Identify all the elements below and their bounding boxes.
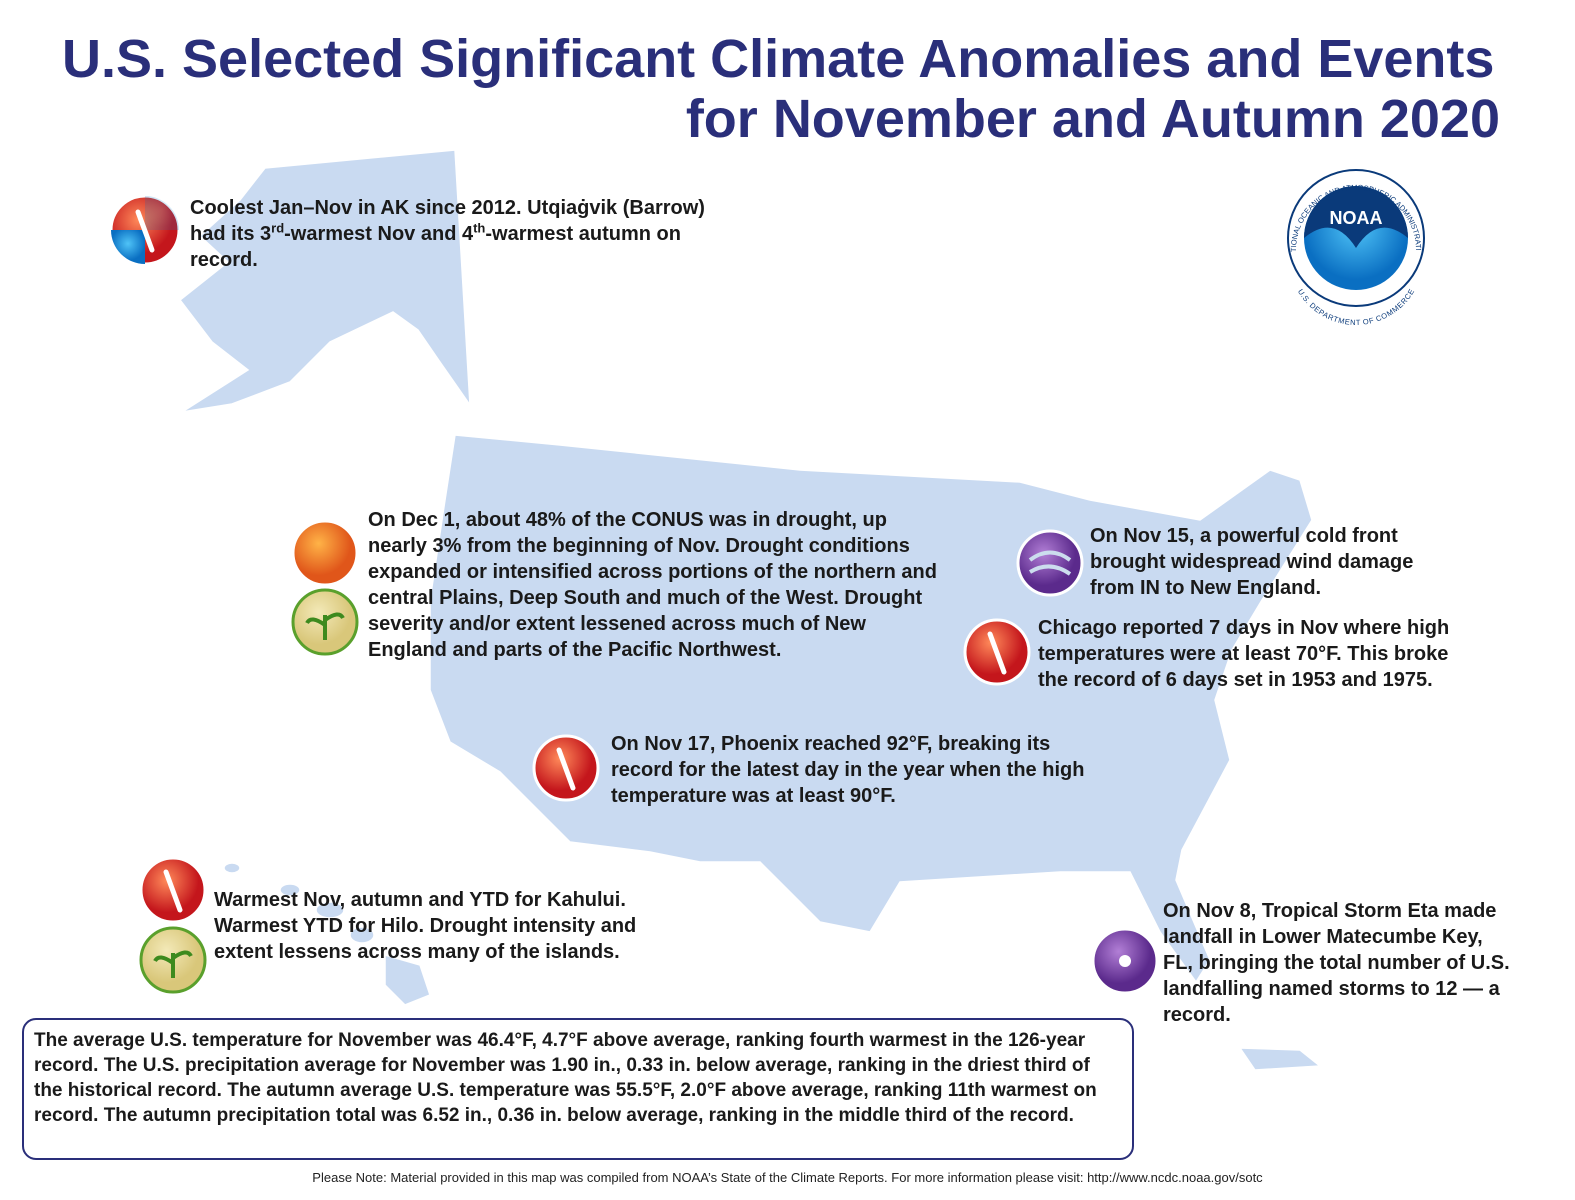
event-segment: -warmest Nov and 4 <box>284 223 474 245</box>
event-text: Chicago reported 7 days in Nov where hig… <box>1038 615 1473 693</box>
icons <box>109 194 1159 995</box>
event-text: Coolest Jan–Nov in AK since 2012. Utqiaġ… <box>190 195 720 273</box>
superscript: th <box>473 220 486 236</box>
title-line: U.S. Selected Significant Climate Anomal… <box>62 29 1495 89</box>
note: Please Note: Material provided in this m… <box>312 1170 1263 1185</box>
land <box>178 149 1322 1071</box>
event-text: On Dec 1, about 48% of the CONUS was in … <box>368 507 948 663</box>
logo-name: NOAA <box>1330 208 1383 228</box>
event-text: On Nov 15, a powerful cold front brought… <box>1090 523 1440 601</box>
superscript: rd <box>271 220 285 236</box>
event-segment: Warmest Nov, autumn and YTD for Kahului.… <box>214 889 637 963</box>
summary: The average U.S. temperature for Novembe… <box>22 1018 1134 1160</box>
event-segment: Coolest Jan–Nov in AK since 2012. Utqiaġ… <box>190 197 705 245</box>
event-text: Warmest Nov, autumn and YTD for Kahului.… <box>214 887 659 965</box>
event-segment: On Nov 15, a powerful cold front brought… <box>1090 525 1414 599</box>
event-segment: Chicago reported 7 days in Nov where hig… <box>1038 617 1450 691</box>
event-text: On Nov 8, Tropical Storm Eta made landfa… <box>1163 898 1513 1028</box>
title-line: for November and Autumn 2020 <box>685 89 1500 149</box>
event-segment: On Nov 8, Tropical Storm Eta made landfa… <box>1163 900 1510 1026</box>
event-segment: On Dec 1, about 48% of the CONUS was in … <box>368 509 937 661</box>
event-segment: -warmest autumn on record. <box>190 223 681 271</box>
thermometers <box>135 209 1007 913</box>
event-text: On Nov 17, Phoenix reached 92°F, breakin… <box>611 731 1086 809</box>
event-segment: On Nov 17, Phoenix reached 92°F, breakin… <box>611 733 1085 807</box>
